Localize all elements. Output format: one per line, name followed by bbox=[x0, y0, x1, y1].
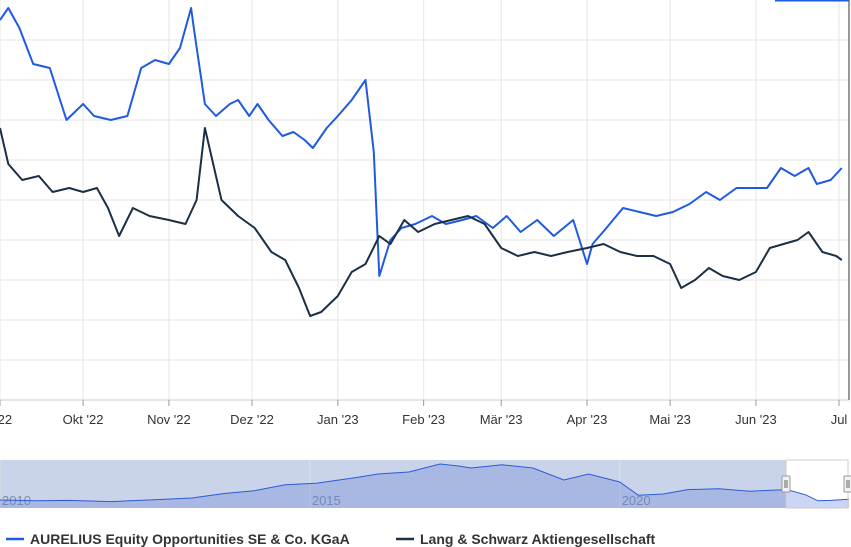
x-tick-label-10: Jul bbox=[831, 412, 848, 427]
legend-item-0[interactable]: AURELIUS Equity Opportunities SE & Co. K… bbox=[6, 531, 350, 547]
x-tick-label-7: Apr '23 bbox=[567, 412, 608, 427]
x-tick-label-5: Feb '23 bbox=[402, 412, 445, 427]
navigator-line bbox=[0, 463, 850, 503]
x-tick-label-1: Okt '22 bbox=[63, 412, 104, 427]
series-group bbox=[0, 0, 849, 317]
navigator-area bbox=[0, 464, 849, 508]
x-tick-label-0: t '22 bbox=[0, 412, 12, 427]
legend-label-0: AURELIUS Equity Opportunities SE & Co. K… bbox=[30, 531, 350, 547]
x-axis: t '22 Okt '22 Nov '22 Dez '22 Jan '23 Feb '23… bbox=[0, 400, 847, 427]
grid-horizontal bbox=[0, 0, 850, 401]
navigator-tick-label-1: 2015 bbox=[312, 493, 341, 508]
navigator[interactable]: 2010 2015 2020 bbox=[0, 459, 851, 509]
x-tick-label-9: Jun '23 bbox=[735, 412, 777, 427]
x-tick-label-8: Mai '23 bbox=[649, 412, 691, 427]
navigator-handle-left-box[interactable] bbox=[781, 475, 791, 493]
x-tick-label-2: Nov '22 bbox=[147, 412, 191, 427]
series-line-0 bbox=[0, 7, 843, 277]
legend-item-1[interactable]: Lang & Schwarz Aktiengesellschaft bbox=[396, 531, 656, 547]
navigator-handle-right[interactable] bbox=[843, 475, 851, 493]
legend-label-1: Lang & Schwarz Aktiengesellschaft bbox=[420, 531, 656, 547]
navigator-handle-left[interactable] bbox=[781, 475, 791, 493]
x-tick-label-4: Jan '23 bbox=[317, 412, 359, 427]
x-tick-label-6: Mär '23 bbox=[480, 412, 523, 427]
navigator-mask bbox=[0, 460, 786, 508]
navigator-tick-label-2: 2020 bbox=[622, 493, 651, 508]
legend: AURELIUS Equity Opportunities SE & Co. K… bbox=[6, 531, 656, 547]
x-tick-label-3: Dez '22 bbox=[230, 412, 274, 427]
